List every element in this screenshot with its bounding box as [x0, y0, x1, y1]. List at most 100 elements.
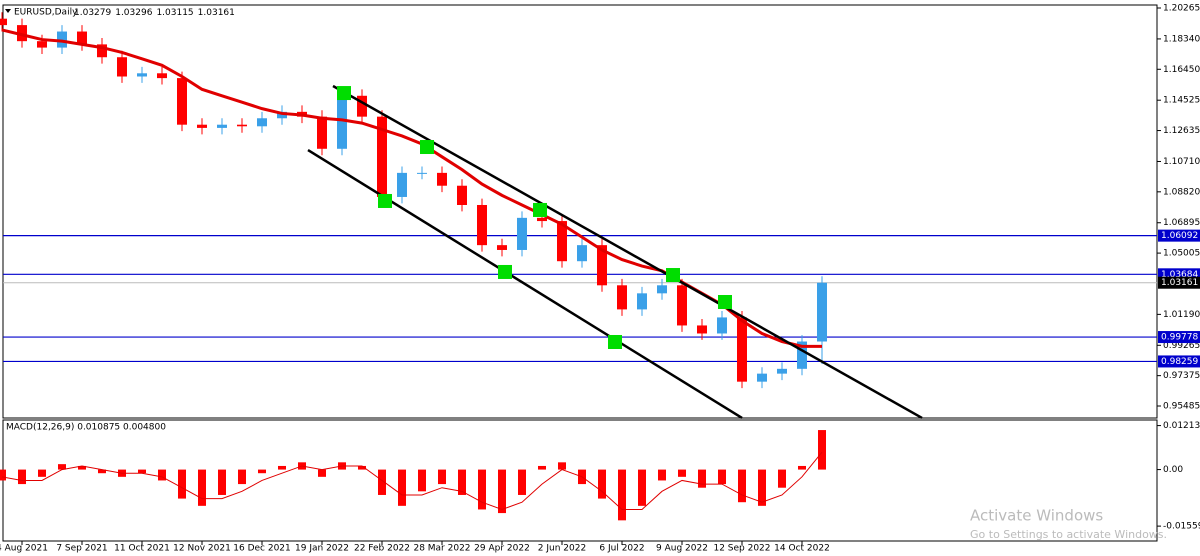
- candle-body: [457, 185, 467, 205]
- candle-body: [537, 217, 547, 222]
- fractal-marker: [337, 86, 351, 101]
- fractal-marker: [666, 268, 680, 283]
- y-tick-label: 1.12635: [1163, 126, 1200, 136]
- x-tick-label: 28 Mar 2022: [413, 544, 470, 554]
- macd-bar: [498, 469, 506, 514]
- fractal-marker: [533, 202, 547, 217]
- macd-bar: [18, 469, 26, 485]
- candle-body: [137, 73, 147, 77]
- ohlc-value: 1.03296: [115, 8, 152, 18]
- fractal-marker: [608, 334, 622, 349]
- candle-body: [277, 111, 287, 119]
- macd-bar: [238, 469, 246, 485]
- watermark-subtitle: Go to Settings to activate Windows.: [970, 528, 1167, 541]
- candle-body: [117, 57, 127, 77]
- macd-bar: [618, 469, 626, 521]
- level-box: [1158, 229, 1200, 242]
- chart-title: EURUSD,Daily: [14, 8, 78, 18]
- signal-line: [1, 451, 823, 510]
- macd-bar: [798, 465, 806, 470]
- candle-body: [777, 368, 787, 374]
- y-tick-label: 0.99265: [1163, 341, 1200, 351]
- candle-body: [757, 373, 767, 382]
- candle-body: [697, 325, 707, 334]
- current-price-box: [1158, 276, 1200, 289]
- macd-bar: [258, 469, 266, 474]
- fractal-marker: [718, 295, 732, 310]
- candle-body: [717, 317, 727, 334]
- x-tick-label: 9 Aug 2022: [656, 544, 708, 554]
- x-tick-label: 19 Jan 2022: [295, 544, 349, 554]
- fractal-marker: [378, 193, 392, 208]
- x-tick-label: 14 Oct 2022: [774, 544, 830, 554]
- y-tick-label: 1.01190: [1163, 310, 1200, 320]
- macd-bar: [78, 465, 86, 470]
- macd-bar: [678, 469, 686, 477]
- price-panel: [2, 4, 1158, 419]
- candle-body: [317, 116, 327, 149]
- candle-body: [617, 285, 627, 310]
- macd-bar: [378, 469, 386, 495]
- candle-body: [557, 221, 567, 262]
- x-tick-label: 11 Oct 2021: [114, 544, 170, 554]
- candle-body: [477, 204, 487, 246]
- macd-bar: [278, 465, 286, 470]
- candle-body: [597, 245, 607, 286]
- x-tick-label: 6 Jul 2022: [599, 544, 644, 554]
- candle-body: [737, 317, 747, 382]
- macd-bar: [778, 469, 786, 488]
- level-label: 1.06092: [1161, 231, 1198, 241]
- x-tick-label: 29 Apr 2022: [474, 544, 530, 554]
- candle-body: [57, 31, 67, 48]
- macd-bar: [818, 430, 826, 470]
- y-tick-label: 1.10710: [1163, 157, 1200, 167]
- macd-bar: [38, 469, 46, 477]
- trendline: [332, 84, 923, 420]
- level-label: 0.99778: [1161, 333, 1198, 343]
- x-tick-label: 2 Jun 2022: [538, 544, 586, 554]
- current-price-label: 1.03161: [1161, 278, 1198, 288]
- candle-body: [357, 95, 367, 117]
- level-label: 1.03684: [1161, 270, 1198, 280]
- x-tick-label: 4 Aug 2021: [0, 544, 48, 554]
- candle-body: [237, 124, 247, 127]
- macd-bar: [178, 469, 186, 499]
- macd-bar: [418, 469, 426, 492]
- y-tick-label: 1.05005: [1163, 249, 1200, 259]
- candle-body: [337, 95, 347, 149]
- x-tick-label: 7 Sep 2021: [56, 544, 107, 554]
- y-tick-label: 0.95485: [1163, 402, 1200, 412]
- y-tick-label: 1.18340: [1163, 34, 1200, 44]
- macd-bar: [478, 469, 486, 510]
- macd-bar: [538, 465, 546, 470]
- candle-body: [37, 41, 47, 48]
- candle-body: [0, 18, 7, 26]
- candle-body: [677, 285, 687, 326]
- y-tick-label: 0.97375: [1163, 371, 1200, 381]
- candle-body: [657, 285, 667, 294]
- candle-body: [177, 78, 187, 125]
- y-tick-label: 1.06895: [1163, 218, 1200, 228]
- macd-bar: [458, 469, 466, 495]
- macd-bar: [0, 469, 6, 481]
- y-tick-label: 0.00: [1163, 465, 1183, 475]
- candle-body: [497, 245, 507, 250]
- x-tick-label: 12 Nov 2021: [173, 544, 231, 554]
- ohlc-values: 1.03279 1.03296 1.03115 1.03161: [74, 8, 235, 18]
- y-tick-label: -0.015594: [1163, 522, 1200, 532]
- level-box: [1158, 355, 1200, 368]
- candle-body: [397, 172, 407, 197]
- ohlc-value: 1.03279: [74, 8, 111, 18]
- macd-bar: [698, 469, 706, 488]
- x-tick-label: 22 Feb 2022: [354, 544, 410, 554]
- macd-bar: [58, 464, 66, 470]
- candle-body: [637, 293, 647, 310]
- macd-bar: [198, 469, 206, 506]
- candle-body: [197, 124, 207, 128]
- ohlc-value: 1.03115: [156, 8, 193, 18]
- candle-body: [157, 73, 167, 79]
- y-tick-label: 0.012135: [1163, 421, 1200, 431]
- macd-bar: [638, 469, 646, 506]
